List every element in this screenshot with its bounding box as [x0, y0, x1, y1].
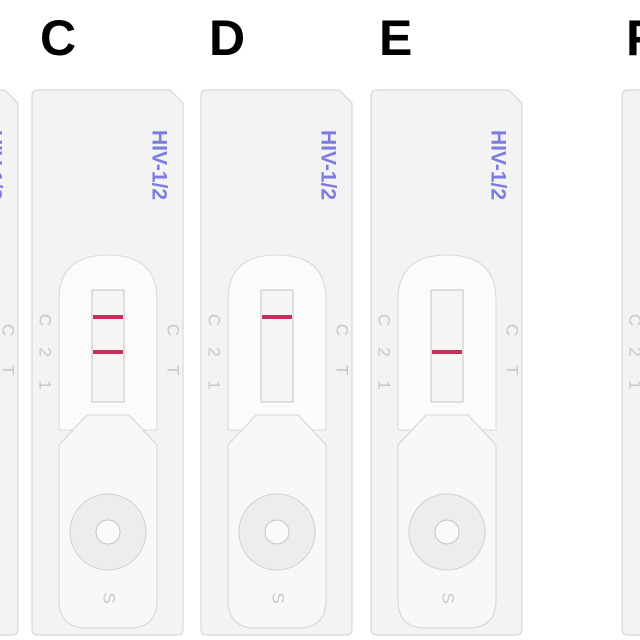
- control-mark-right: C: [0, 324, 18, 336]
- control-mark-left: C: [205, 314, 224, 326]
- side-mark-1: 1: [205, 380, 224, 389]
- side-mark-2: 2: [626, 347, 640, 356]
- control-mark-left: C: [36, 314, 55, 326]
- control-mark-left: C: [375, 314, 394, 326]
- panel-label: E: [379, 10, 412, 66]
- control-mark-right: C: [164, 324, 183, 336]
- cassette-body: [0, 89, 19, 636]
- side-mark-2: 2: [205, 347, 224, 356]
- test-mark-right: T: [0, 365, 18, 375]
- result-window: [91, 289, 125, 403]
- test-line: [432, 350, 462, 354]
- sample-mark: S: [100, 592, 119, 603]
- test-cassette: HIV-1/2 S C 2 1 C T: [31, 89, 184, 636]
- brand-text: HIV-1/2: [147, 130, 170, 200]
- sample-hole: [95, 519, 121, 545]
- result-window: [430, 289, 464, 403]
- cassette-body: [621, 89, 640, 636]
- sample-hole: [264, 519, 290, 545]
- control-line: [93, 315, 123, 319]
- side-mark-1: 1: [375, 380, 394, 389]
- test-mark-right: T: [503, 365, 522, 375]
- control-mark-right: C: [503, 324, 522, 336]
- brand-text: HIV-1/2: [0, 130, 5, 200]
- brand-text: HIV-1/2: [316, 130, 339, 200]
- result-window: [260, 289, 294, 403]
- side-mark-1: 1: [36, 380, 55, 389]
- sample-hole: [434, 519, 460, 545]
- panel-label: F: [626, 10, 640, 66]
- control-mark-left: C: [626, 314, 640, 326]
- brand-text: HIV-1/2: [486, 130, 509, 200]
- test-mark-right: T: [164, 365, 183, 375]
- side-mark-1: 1: [626, 380, 640, 389]
- sample-mark: S: [269, 592, 288, 603]
- panel-label: C: [40, 10, 76, 66]
- test-mark-right: T: [333, 365, 352, 375]
- side-mark-2: 2: [36, 347, 55, 356]
- control-line: [262, 315, 292, 319]
- test-line: [93, 350, 123, 354]
- sample-mark: S: [439, 592, 458, 603]
- test-cassette: HIV-1/2 S C 2 1 C T: [200, 89, 353, 636]
- test-cassette: HIV-1/2 S C 2 1 C T: [370, 89, 523, 636]
- control-mark-right: C: [333, 324, 352, 336]
- panel-label: D: [209, 10, 245, 66]
- side-mark-2: 2: [375, 347, 394, 356]
